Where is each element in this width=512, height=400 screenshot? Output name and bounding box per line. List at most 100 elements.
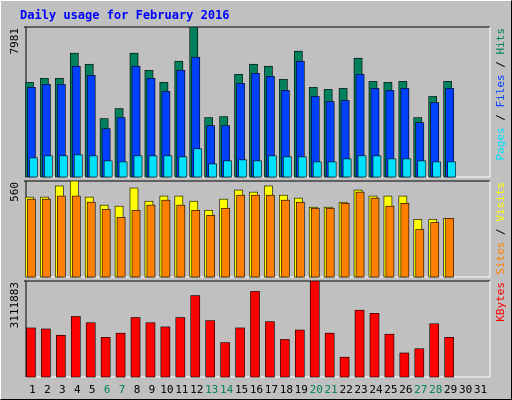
bar: [146, 204, 156, 278]
bar: [131, 210, 141, 278]
x-tick-label: 6: [104, 383, 111, 396]
bar: [281, 199, 290, 278]
legend-entry: Hits: [494, 28, 507, 55]
bar: [399, 352, 410, 378]
bar: [415, 229, 425, 278]
bar: [56, 334, 66, 378]
x-tick-label: 27: [414, 383, 427, 396]
y-tick-label: 3111883: [8, 282, 21, 328]
bar: [295, 329, 305, 378]
x-tick-label: 12: [190, 383, 203, 396]
bar: [59, 155, 68, 178]
bar: [221, 207, 230, 278]
bar: [191, 210, 201, 278]
x-tick-label: 2: [44, 383, 51, 396]
x-tick-label: 31: [474, 383, 487, 396]
x-tick-label: 23: [354, 383, 367, 396]
x-tick-label: 16: [250, 383, 263, 396]
bar: [70, 316, 81, 378]
bar: [29, 157, 38, 178]
bar: [88, 155, 98, 178]
legend-separator: /: [494, 222, 507, 242]
bar: [118, 161, 128, 178]
bar: [414, 348, 425, 378]
bar: [223, 160, 232, 178]
bar: [160, 326, 171, 378]
bar: [130, 317, 141, 378]
x-tick-label: 7: [119, 383, 126, 396]
bar: [355, 191, 365, 278]
x-tick-label: 22: [339, 383, 352, 396]
y-tick-label: 7981: [8, 28, 21, 55]
bar: [325, 207, 335, 278]
bar: [370, 197, 380, 278]
bar: [400, 202, 410, 278]
x-tick-label: 20: [310, 383, 323, 396]
bar: [163, 155, 173, 178]
bar: [340, 202, 350, 278]
bar: [27, 198, 36, 278]
bar: [280, 339, 290, 378]
x-tick-label: 30: [459, 383, 472, 396]
bar: [251, 194, 260, 278]
bar: [205, 320, 215, 378]
bar: [430, 222, 440, 278]
legend-entry: Pages: [494, 127, 507, 160]
bar: [268, 155, 277, 178]
bar: [384, 333, 395, 378]
legend-entry: KBytes: [494, 282, 507, 322]
x-tick-label: 24: [369, 383, 383, 396]
bar: [283, 156, 292, 178]
bar: [145, 322, 156, 378]
bar: [133, 155, 143, 178]
bar: [86, 201, 96, 278]
legend-entry: Sites: [494, 242, 507, 275]
bar: [85, 322, 96, 378]
x-tick-label: 13: [205, 383, 218, 396]
bar: [265, 321, 275, 378]
bar: [429, 323, 440, 378]
bar: [236, 194, 245, 278]
bar: [116, 217, 126, 278]
x-tick-label: 18: [280, 383, 293, 396]
bar: [190, 295, 201, 378]
x-tick-label: 11: [175, 383, 188, 396]
bar: [312, 161, 322, 178]
bar: [148, 155, 158, 178]
x-tick-label: 17: [265, 383, 278, 396]
bar: [178, 156, 188, 178]
bar: [327, 161, 337, 178]
bar: [342, 158, 352, 178]
x-tick-label: 28: [429, 383, 442, 396]
legend-entry: Visits: [494, 182, 507, 222]
x-tick-label: 21: [325, 383, 338, 396]
bar: [26, 327, 36, 378]
x-tick-label: 15: [235, 383, 248, 396]
legend: Sites / Visits: [494, 182, 507, 275]
bar: [298, 156, 307, 178]
bar: [101, 208, 111, 278]
bar: [115, 332, 126, 378]
bar: [176, 204, 186, 278]
bar: [357, 155, 367, 178]
x-tick-label: 29: [444, 383, 457, 396]
bar: [432, 161, 442, 178]
x-tick-label: 19: [295, 383, 308, 396]
bar: [253, 160, 262, 178]
bar: [100, 337, 111, 378]
bar: [238, 159, 247, 178]
bar: [57, 195, 66, 278]
bar: [385, 205, 395, 278]
bar: [103, 160, 113, 178]
x-tick-label: 8: [134, 383, 141, 396]
y-tick-label: 560: [8, 182, 21, 202]
bar: [42, 198, 51, 278]
bar: [161, 199, 171, 278]
bar: [447, 161, 456, 178]
x-tick-label: 4: [74, 383, 81, 396]
bar: [309, 280, 320, 378]
bar: [369, 313, 380, 378]
x-tick-label: 10: [160, 383, 173, 396]
x-tick-label: 14: [220, 383, 234, 396]
